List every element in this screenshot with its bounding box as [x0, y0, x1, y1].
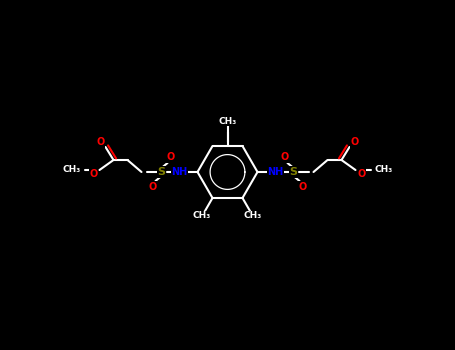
Text: O: O [148, 182, 157, 192]
Text: S: S [289, 167, 298, 177]
Text: O: O [280, 152, 288, 162]
Text: CH₃: CH₃ [244, 211, 262, 220]
Text: O: O [89, 169, 98, 179]
Text: O: O [96, 137, 105, 147]
Text: CH₃: CH₃ [218, 117, 237, 126]
Text: S: S [157, 167, 166, 177]
Text: O: O [350, 137, 359, 147]
Text: NH: NH [172, 167, 187, 177]
Text: CH₃: CH₃ [193, 211, 211, 220]
Text: CH₃: CH₃ [374, 166, 393, 175]
Text: CH₃: CH₃ [62, 166, 81, 175]
Text: O: O [298, 182, 307, 192]
Text: O: O [167, 152, 175, 162]
Text: NH: NH [268, 167, 283, 177]
Text: O: O [357, 169, 366, 179]
